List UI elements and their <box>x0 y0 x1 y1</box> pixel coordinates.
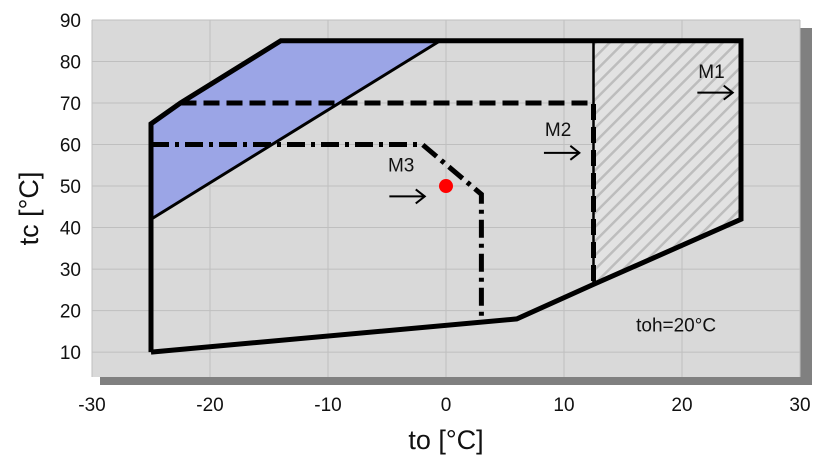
arrow-head-icon <box>415 188 427 205</box>
annotation-label: M3 <box>388 156 414 177</box>
operating-point <box>439 179 453 194</box>
y-tick-label: 40 <box>60 219 81 240</box>
arrow-head-icon <box>569 145 581 161</box>
x-tick-label: 10 <box>553 395 574 416</box>
series-m3 <box>151 142 484 321</box>
x-tick-label: -10 <box>314 395 341 416</box>
arrow-head-icon <box>723 84 735 101</box>
y-tick-label: 80 <box>60 53 81 74</box>
annotation-label: toh=20°C <box>636 315 716 336</box>
y-axis-label: tc [°C] <box>14 172 44 246</box>
y-tick-label: 50 <box>60 177 81 198</box>
x-axis-label: to [°C] <box>408 425 483 455</box>
y-tick-label: 90 <box>60 11 81 32</box>
y-tick-label: 20 <box>60 302 81 323</box>
x-tick-label: 0 <box>441 395 452 416</box>
x-tick-label: 30 <box>789 395 810 416</box>
y-tick-label: 70 <box>60 94 81 115</box>
tick-labels: -30 -20 -10 0 10 20 30 10 20 30 40 50 60 70 80 90 <box>60 11 811 416</box>
series-lines <box>148 38 744 355</box>
y-tick-label: 30 <box>60 260 81 281</box>
x-tick-label: -20 <box>196 395 223 416</box>
hatched-region <box>593 40 741 285</box>
annotation-label: M1 <box>698 62 724 83</box>
y-tick-label: 60 <box>60 136 81 157</box>
series-m1 <box>148 38 744 355</box>
annotations: M1 M2 M3 toh=20°C <box>388 62 735 336</box>
blue-region-edge <box>150 39 441 221</box>
annotation-label: M2 <box>545 120 571 141</box>
x-tick-label: -30 <box>78 395 105 416</box>
y-tick-label: 10 <box>60 343 81 364</box>
x-tick-label: 20 <box>671 395 692 416</box>
